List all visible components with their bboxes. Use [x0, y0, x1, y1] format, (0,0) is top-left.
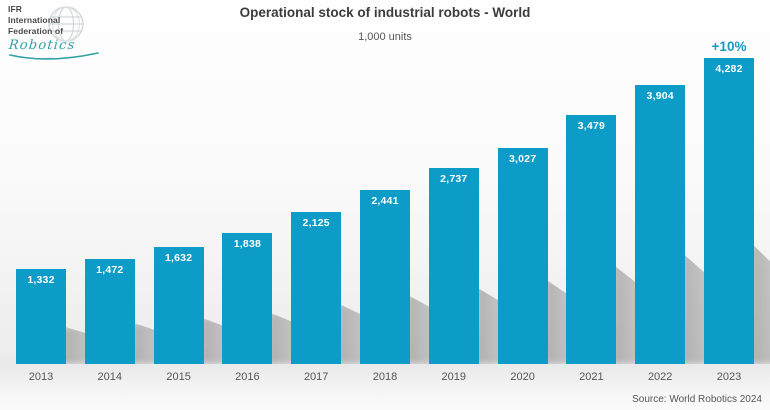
- bar-value-2014: 1,472: [96, 264, 124, 276]
- bar-2016: 1,838 2016: [222, 233, 273, 383]
- bar-2017: 2,125 2017: [291, 212, 342, 383]
- plot-area: 1,332 2013 1,472 2014 1,632 2015 1,838 2016 2,12…: [0, 39, 770, 383]
- bar-2019: 2,737 2019: [428, 168, 479, 383]
- logo-text-international: International: [8, 15, 61, 25]
- bar-2018: 2,441 2018: [360, 190, 410, 383]
- bar-2023: 4,282 2023 +10%: [704, 39, 754, 383]
- bar-value-2020: 3,027: [508, 153, 537, 165]
- globe-icon: [48, 6, 84, 42]
- bar-2020: 3,027 2020: [497, 148, 548, 383]
- x-axis-label-2023: 2023: [716, 371, 742, 383]
- x-axis-label-2022: 2022: [647, 371, 673, 383]
- x-axis-label-2019: 2019: [441, 371, 467, 383]
- bar-value-2022: 3,904: [646, 90, 674, 102]
- source-text: Source: World Robotics 2024: [632, 394, 762, 405]
- bar-value-2016: 1,838: [233, 238, 262, 250]
- x-axis-label-2018: 2018: [372, 371, 398, 383]
- bar-2022: 3,904 2022: [635, 85, 686, 383]
- bar-2013: 1,332 2013: [16, 269, 66, 383]
- chart-subtitle: 1,000 units: [358, 31, 412, 43]
- x-axis-label-2015: 2015: [166, 371, 191, 383]
- ifr-logo: IFR International Federation of Robotics: [8, 4, 128, 62]
- x-axis-label-2017: 2017: [303, 371, 329, 383]
- bar-value-2013: 1,332: [27, 274, 55, 286]
- growth-annotation: +10%: [711, 39, 747, 54]
- logo-text-ifr: IFR: [8, 4, 22, 14]
- x-axis-label-2013: 2013: [28, 371, 54, 383]
- logo-text-federation: Federation of: [8, 26, 64, 36]
- bar-2014: 1,472 2014: [84, 259, 135, 383]
- bar-2021: 3,479 2021: [566, 115, 617, 383]
- bar-2015: 1,632 2015: [153, 247, 204, 383]
- bars-layer: 1,332 2013 1,472 2014 1,632 2015 1,838 2016 2,12…: [0, 39, 770, 383]
- logo-underline-swash-icon: [9, 52, 99, 60]
- x-axis-label-2016: 2016: [235, 371, 260, 383]
- bar-value-2017: 2,125: [302, 217, 330, 229]
- bar-value-2015: 1,632: [164, 252, 193, 264]
- bar-value-2019: 2,737: [440, 173, 468, 185]
- bar-value-2021: 3,479: [577, 120, 606, 132]
- x-axis-label-2020: 2020: [510, 371, 535, 383]
- bar-shadow-2023: [750, 242, 770, 364]
- x-axis-label-2014: 2014: [97, 371, 123, 383]
- bar-value-2023: 4,282: [715, 63, 743, 75]
- chart-title: Operational stock of industrial robots -…: [239, 5, 531, 20]
- bar-value-2018: 2,441: [371, 195, 399, 207]
- x-axis-label-2021: 2021: [579, 371, 604, 383]
